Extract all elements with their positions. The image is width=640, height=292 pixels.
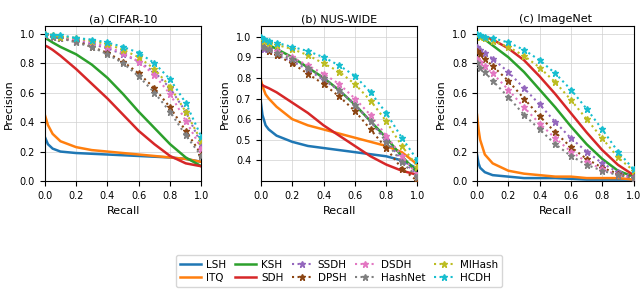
Title: (b) NUS-WIDE: (b) NUS-WIDE — [301, 14, 377, 24]
Legend: LSH, ITQ, KSH, SDH, SSDH, DPSH, DSDH, HashNet, MIHash, HCDH: LSH, ITQ, KSH, SDH, SSDH, DPSH, DSDH, Ha… — [176, 255, 502, 287]
Title: (a) CIFAR-10: (a) CIFAR-10 — [89, 14, 157, 24]
Y-axis label: Precision: Precision — [4, 79, 14, 128]
X-axis label: Recall: Recall — [539, 206, 572, 216]
Y-axis label: Precision: Precision — [220, 79, 230, 128]
Title: (c) ImageNet: (c) ImageNet — [519, 14, 592, 24]
X-axis label: Recall: Recall — [106, 206, 140, 216]
Y-axis label: Precision: Precision — [436, 79, 446, 128]
X-axis label: Recall: Recall — [323, 206, 356, 216]
